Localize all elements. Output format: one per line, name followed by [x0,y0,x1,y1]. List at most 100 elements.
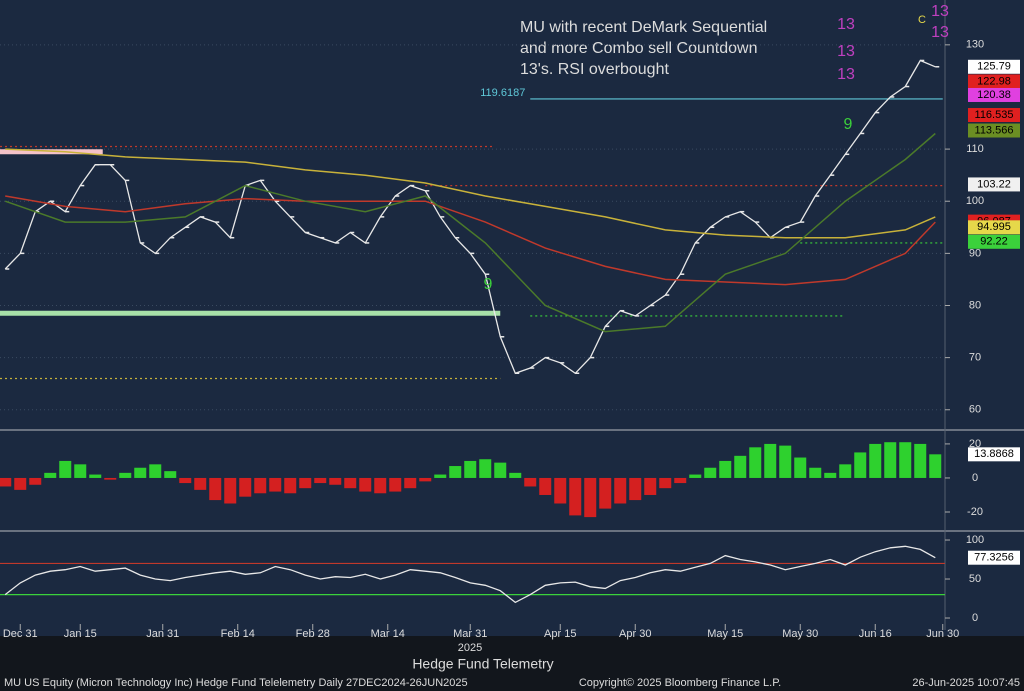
bar [599,477,612,509]
level-label: 119.6187 [480,87,525,99]
bar [89,474,102,478]
bar [659,477,672,489]
bar [359,477,372,492]
bar [434,474,447,478]
demark-count: 9 [844,116,853,133]
bar [209,477,222,501]
bar [254,477,267,494]
demark-count: 13 [837,16,855,33]
bar [524,477,537,487]
value-tag [968,550,1020,565]
bar [104,477,117,480]
security: MU US Equity (Micron Technology Inc) Hed… [4,677,468,689]
bar [764,443,777,478]
x-tick-label: Mar 14 [371,628,405,640]
bar [194,477,207,490]
bar [719,460,732,478]
bar [614,477,627,504]
value-tag-label: 77.3256 [974,552,1014,564]
bar [689,474,702,478]
x-tick-label: May 15 [707,628,743,640]
brand: Hedge Fund Telemetry [412,656,553,672]
y-tick-label: 100 [966,195,984,207]
bar [569,477,582,516]
x-tick-label: May 30 [782,628,818,640]
price-tag-label: 125.79 [977,61,1011,73]
y-tick-label: 0 [972,472,978,484]
bar [779,445,792,478]
bar [149,464,162,478]
y-tick-label: 60 [969,404,981,416]
y-tick-label: 110 [966,143,984,155]
bar [464,460,477,478]
bar [29,477,42,485]
bar [644,477,657,495]
series-line [4,132,936,333]
bar [344,477,357,489]
timestamp: 26-Jun-2025 10:07:45 [912,677,1020,689]
bar [449,466,462,478]
x-tick-label: Jun 16 [859,628,892,640]
bar [809,467,822,478]
x-tick-label: Apr 15 [544,628,576,640]
y-tick-label: 20 [969,438,981,450]
x-tick-label: Feb 14 [221,628,255,640]
bar [509,472,522,478]
bar [329,477,342,485]
price-tag [968,234,1020,249]
demark-count: 13 [931,24,949,41]
price-tag [968,74,1020,89]
x-tick-label: Jun 30 [926,628,959,640]
y-tick-label: 70 [969,352,981,364]
bar [914,443,927,478]
bar [629,477,642,501]
y-tick-label: -20 [967,506,983,518]
demark-count: 13 [837,66,855,83]
bar [284,477,297,494]
bar [404,477,417,489]
bar [734,455,747,478]
bar [179,477,192,484]
bar [374,477,387,494]
y-tick-label: 100 [966,534,984,546]
bar [0,477,12,487]
footer-band [0,636,1024,691]
bar [119,472,132,478]
bar [674,477,687,484]
bar [929,454,942,478]
bar [389,477,402,492]
bar [44,472,57,478]
x-tick-label: Feb 28 [296,628,330,640]
bar [554,477,567,504]
demark-count: 13 [837,43,855,60]
bar [164,471,177,478]
bar [134,467,147,478]
price-tag-label: 92.22 [980,236,1008,248]
x-tick-label: Jan 31 [146,628,179,640]
bar [314,477,327,484]
value-tag [968,447,1020,462]
price-tag [968,59,1020,74]
x-tick-label: Apr 30 [619,628,651,640]
price-tag [968,87,1020,102]
bar [479,459,492,478]
bar [239,477,252,497]
bar [899,442,912,478]
annotation: MU with recent DeMark Sequential [520,19,767,36]
series-line [5,148,936,239]
bar [224,477,237,504]
copyright: Copyright© 2025 Bloomberg Finance L.P. [579,677,781,689]
y-tick-label: 50 [969,573,981,585]
demark-count: 9 [484,276,493,293]
year-label: 2025 [458,642,482,654]
bar [494,462,507,478]
bar [839,464,852,478]
bar [74,464,87,478]
bar [299,477,312,489]
bar [824,472,837,478]
bar [14,477,27,490]
price-tag [968,220,1020,235]
bar [419,477,432,482]
bar [854,452,867,478]
